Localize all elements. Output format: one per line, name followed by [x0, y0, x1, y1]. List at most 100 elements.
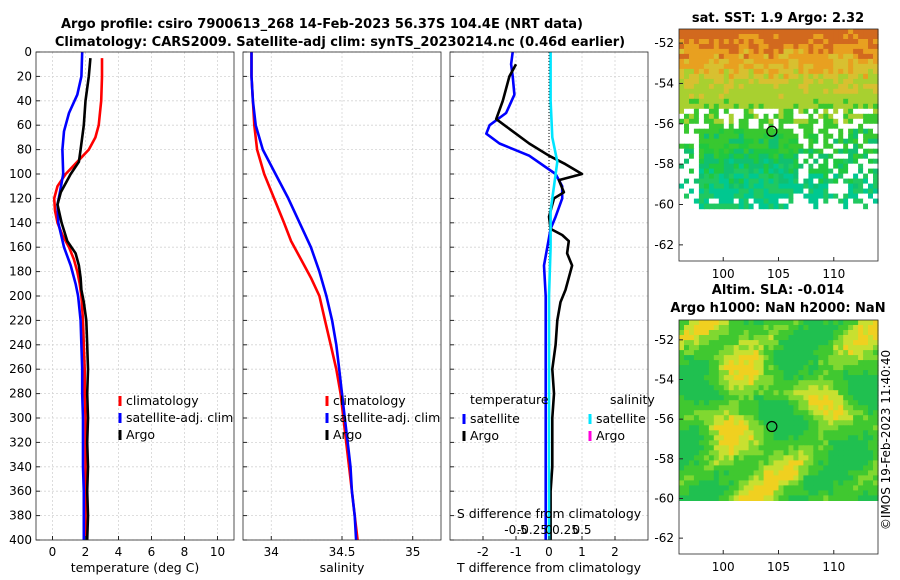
sla-map-cell [693, 465, 700, 471]
sla-map-cell [813, 475, 819, 481]
sla-map-cell [748, 435, 755, 441]
sst-map-cell [868, 198, 874, 205]
sst-map-cell [748, 103, 755, 110]
sla-map-cell [713, 320, 720, 326]
sla-map-cell [763, 325, 770, 331]
sst-map-cell [698, 118, 705, 125]
sla-map-cell [689, 485, 695, 491]
sla-map-cell [773, 495, 780, 501]
sla-map-cell [828, 360, 834, 366]
sst-map-cell [778, 78, 785, 85]
sst-map-cell [753, 73, 760, 80]
sst-map-cell [828, 153, 834, 160]
sst-map-cell [778, 118, 785, 125]
sla-map-cell [833, 445, 839, 451]
sst-map-cell [698, 123, 705, 130]
sla-map-cell [718, 445, 725, 451]
sst-map-cell [838, 178, 844, 185]
sla-map-cell [698, 470, 705, 476]
sla-map-cell [783, 400, 790, 406]
sst-map-cell [798, 78, 804, 85]
sst-map-cell [773, 158, 780, 165]
sst-map-cell [768, 48, 775, 55]
sst-map-cell [773, 163, 780, 170]
sla-map-cell [748, 440, 755, 446]
sla-map-cell [738, 495, 745, 501]
sst-map-cell [693, 143, 700, 150]
sst-map-cell [863, 123, 869, 130]
sst-map-cell [853, 29, 859, 35]
sst-map-cell [718, 29, 725, 35]
sst-map-cell [788, 133, 795, 140]
sst-map-cell [693, 48, 700, 55]
sst-map-cell [718, 198, 725, 205]
sst-map-cell [868, 173, 874, 180]
sst-map-cell [798, 113, 804, 120]
sla-map-cell [723, 350, 730, 356]
sla-map-cell [684, 365, 690, 371]
sla-map-cell [693, 335, 700, 341]
sst-map-cell [703, 188, 710, 195]
sst-map-cell [873, 39, 879, 45]
sst-map-cell [763, 203, 770, 210]
sst-map-cell [798, 193, 804, 200]
sst-map-cell [698, 188, 705, 195]
sla-map-cell [758, 420, 765, 426]
sla-map-cell [838, 455, 844, 461]
sla-map-cell [693, 440, 700, 446]
sst-map-cell [833, 143, 839, 150]
sla-map-cell [703, 330, 710, 336]
x-tick-label: 1 [578, 545, 586, 559]
sst-map-cell [773, 98, 780, 105]
sst-map-cell [733, 98, 740, 105]
sla-map-cell [853, 335, 859, 341]
sst-map-cell [713, 123, 720, 130]
sla-map-cell [763, 430, 770, 436]
sla-map-cell [738, 465, 745, 471]
sst-map-cell [768, 78, 775, 85]
sla-map-cell [868, 320, 874, 326]
sla-map-cell [828, 400, 834, 406]
sst-map-cell [848, 39, 854, 45]
sst-map-cell [693, 39, 700, 45]
sla-map-cell [863, 420, 869, 426]
sla-map-cell [848, 425, 854, 431]
sst-map-cell [823, 98, 829, 105]
sst-map-cell [708, 203, 715, 210]
map-y-tick-label: -52 [654, 36, 674, 50]
sst-map-cell [778, 153, 785, 160]
sst-map-cell [703, 178, 710, 185]
sla-map-cell [763, 320, 770, 326]
sla-map-cell [693, 425, 700, 431]
sst-map-cell [828, 158, 834, 165]
sst-map-cell [808, 73, 814, 80]
sla-map-cell [858, 335, 864, 341]
sla-map-cell [758, 385, 765, 391]
sst-map-cell [693, 34, 700, 40]
sst-map-cell [684, 113, 690, 120]
sla-map-cell [823, 320, 829, 326]
sst-map-cell [853, 198, 859, 205]
sla-map-cell [843, 400, 849, 406]
sla-map-cell [723, 440, 730, 446]
sla-map-cell [808, 410, 814, 416]
sst-map-cell [723, 188, 730, 195]
sla-map-cell [713, 360, 720, 366]
sst-map-cell [823, 138, 829, 145]
sla-map-cell [743, 470, 750, 476]
sla-map-cell [808, 345, 814, 351]
sst-map-cell [679, 163, 685, 170]
sst-map-cell [738, 113, 745, 120]
sla-map-cell [828, 380, 834, 386]
sla-map-cell [823, 425, 829, 431]
sla-map-cell [863, 345, 869, 351]
sst-map-cell [773, 108, 780, 115]
sla-map-cell [813, 420, 819, 426]
sla-map-cell [773, 320, 780, 326]
sst-map-cell [828, 34, 834, 40]
sst-map-cell [823, 103, 829, 110]
sla-map-cell [743, 410, 750, 416]
sst-map-cell [738, 163, 745, 170]
sst-map-cell [858, 183, 864, 190]
sst-map-cell [758, 48, 765, 55]
